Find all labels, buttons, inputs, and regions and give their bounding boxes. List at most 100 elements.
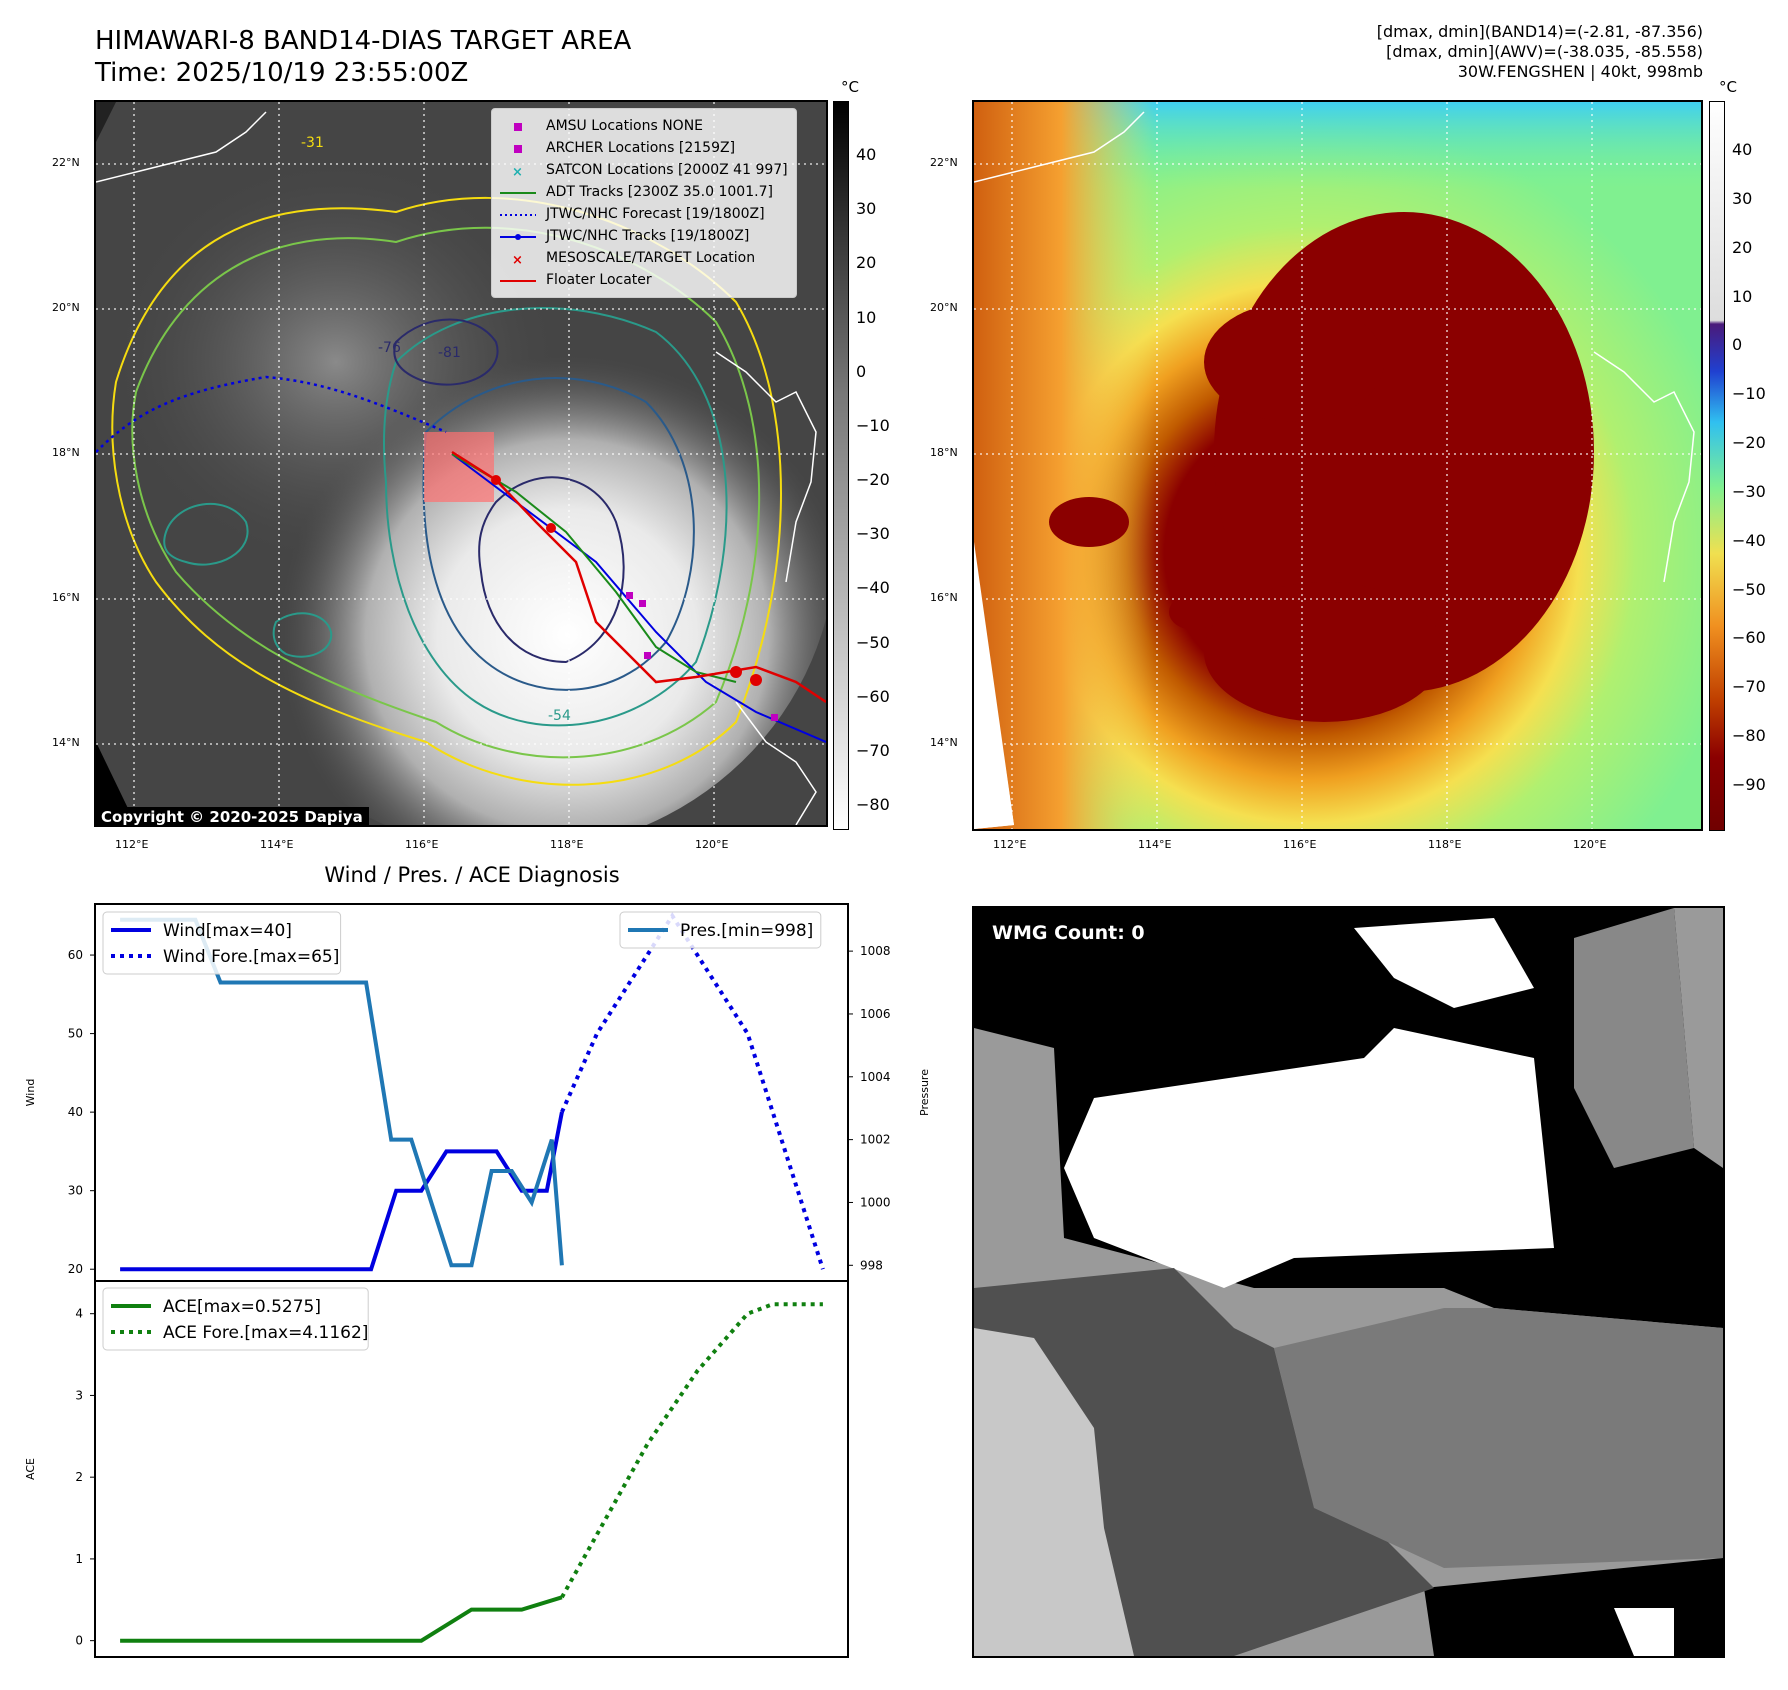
- series-line-1: [560, 912, 825, 1270]
- chart-legend-label: ACE[max=0.5275]: [163, 1297, 321, 1317]
- lon-116-right: 116°E: [1283, 838, 1317, 851]
- awv-colorbar-tick: −90: [1732, 775, 1766, 794]
- y-tick-label: 0: [75, 1634, 83, 1648]
- map-legend-label: Floater Locater: [546, 272, 652, 288]
- lon-114-left: 114°E: [260, 838, 294, 851]
- y-tick-label: 60: [68, 948, 83, 962]
- legend-swatch-icon: [500, 119, 536, 133]
- band14-colorbar-tick: −40: [856, 578, 890, 598]
- y-tick-label: 20: [68, 1262, 83, 1276]
- map-legend-item: ADT Tracks [2300Z 35.0 1001.7]: [500, 181, 788, 203]
- lat-20-right: 20°N: [930, 301, 958, 314]
- awv-colorbar-tick: −60: [1732, 628, 1766, 648]
- y-tick-label: 2: [75, 1470, 83, 1484]
- y-tick-label: 3: [75, 1388, 83, 1402]
- legend-swatch-icon: ×: [500, 251, 536, 268]
- storm-info-text: 30W.FENGSHEN | 40kt, 998mb: [1457, 62, 1703, 81]
- awv-colorbar-tick: −30: [1732, 481, 1766, 501]
- y2-tick-label: 998: [860, 1258, 883, 1272]
- band14-colorbar-tick: 30: [856, 199, 877, 219]
- lon-116-left: 116°E: [405, 838, 439, 851]
- y-tick-label: 30: [68, 1184, 83, 1198]
- band14-colorbar-tick: −20: [856, 470, 890, 489]
- map-legend-item: JTWC/NHC Forecast [19/1800Z]: [500, 203, 788, 225]
- awv-range-text: [dmax, dmin](AWV)=(-38.035, -85.558): [1386, 42, 1703, 61]
- lat-14-right: 14°N: [930, 736, 958, 749]
- map-legend-label: MESOSCALE/TARGET Location: [546, 250, 756, 266]
- awv-map-image: [974, 102, 1701, 829]
- series-line-0: [120, 1595, 563, 1643]
- lat-22-right: 22°N: [930, 156, 958, 169]
- y2-tick-label: 1004: [860, 1070, 891, 1084]
- band14-colorbar-tick: −60: [856, 686, 890, 706]
- band14-colorbar-tick: 40: [856, 145, 877, 164]
- awv-colorbar-tick: −50: [1732, 579, 1766, 599]
- map-legend-item: AMSU Locations NONE: [500, 115, 788, 137]
- band14-range-text: [dmax, dmin](BAND14)=(-2.81, -87.356): [1376, 22, 1703, 41]
- band14-colorbar-tick: 0: [856, 361, 867, 381]
- legend-swatch-icon: [500, 229, 536, 243]
- series-line-1: [560, 1302, 823, 1599]
- awv-colorbar-tick: 0: [1732, 335, 1743, 355]
- band14-colorbar-tick: −50: [856, 632, 890, 652]
- lon-112-right: 112°E: [993, 838, 1027, 851]
- chart-legend-label: Wind[max=40]: [163, 921, 292, 941]
- lon-114-right: 114°E: [1138, 838, 1172, 851]
- awv-colorbar-tick: 20: [1732, 237, 1753, 257]
- awv-colorbar-tick: −80: [1732, 726, 1766, 746]
- map-legend-label: AMSU Locations NONE: [546, 118, 704, 134]
- contour-label-54: -54: [548, 708, 571, 724]
- lat-16-left: 16°N: [52, 591, 80, 604]
- y2-tick-label: 1002: [860, 1133, 891, 1147]
- awv-colorbar-tick: 10: [1732, 286, 1753, 306]
- legend-swatch-icon: [500, 185, 536, 199]
- awv-colorbar-unit: °C: [1719, 78, 1737, 96]
- map-legend-item: × SATCON Locations [2000Z 41 997]: [500, 159, 788, 181]
- chart-legend-label: ACE Fore.[max=4.1162]: [163, 1323, 368, 1343]
- y-tick-label: 1: [75, 1552, 83, 1566]
- awv-colorbar-tick: −10: [1732, 384, 1766, 404]
- map-legend-label: JTWC/NHC Forecast [19/1800Z]: [546, 206, 765, 222]
- chart-legend-label: Wind Fore.[max=65]: [163, 947, 339, 967]
- awv-colorbar-tick: −40: [1732, 530, 1766, 550]
- band14-map-panel: -31 -54 -76 -81 AMSU Locations NONE ARCHE…: [94, 100, 828, 827]
- contour-label-31: -31: [301, 135, 324, 151]
- map-legend-label: SATCON Locations [2000Z 41 997]: [546, 162, 788, 178]
- legend-swatch-icon: [500, 273, 536, 287]
- awv-colorbar-tick: −70: [1732, 677, 1766, 697]
- lon-120-right: 120°E: [1573, 838, 1607, 851]
- y-tick-label: 40: [68, 1105, 83, 1119]
- band14-colorbar-tick: −30: [856, 524, 890, 544]
- product-time: Time: 2025/10/19 23:55:00Z: [95, 58, 469, 88]
- legend-swatch-icon: [500, 141, 536, 155]
- map-legend: AMSU Locations NONE ARCHER Locations [215…: [491, 108, 797, 298]
- band14-colorbar-tick: 20: [856, 253, 877, 273]
- y2-tick-label: 1000: [860, 1195, 891, 1209]
- band14-colorbar-tick: −70: [856, 740, 890, 760]
- lat-18-right: 18°N: [930, 446, 958, 459]
- svg-text:×: ×: [512, 253, 523, 266]
- chart-legend-box: [102, 1287, 369, 1351]
- product-title: HIMAWARI-8 BAND14-DIAS TARGET AREA: [95, 26, 632, 56]
- wmg-image: [974, 908, 1723, 1656]
- lon-118-left: 118°E: [550, 838, 584, 851]
- lon-112-left: 112°E: [115, 838, 149, 851]
- copyright-badge: Copyright © 2020-2025 Dapiya: [95, 807, 369, 827]
- lon-120-left: 120°E: [695, 838, 729, 851]
- lat-14-left: 14°N: [52, 736, 80, 749]
- awv-colorbar-tick: −20: [1732, 433, 1766, 453]
- band14-colorbar-tick: −10: [856, 415, 890, 435]
- svg-text:×: ×: [512, 165, 523, 178]
- series-line-0: [120, 1111, 564, 1272]
- legend-swatch-icon: ×: [500, 163, 536, 180]
- y2-tick-label: 1008: [860, 944, 891, 958]
- chart-legend-box: [619, 911, 822, 949]
- lat-22-left: 22°N: [52, 156, 80, 169]
- wmg-panel: [972, 906, 1725, 1658]
- contour-label-81: -81: [438, 345, 461, 361]
- diagnosis-chart: 2030405060Wind99810001002100410061008Pre…: [24, 903, 931, 1658]
- awv-map-panel: [972, 100, 1703, 831]
- band14-colorbar-tick: −80: [856, 795, 890, 814]
- y-axis-label: Wind: [24, 1079, 37, 1107]
- band14-colorbar: [833, 101, 849, 830]
